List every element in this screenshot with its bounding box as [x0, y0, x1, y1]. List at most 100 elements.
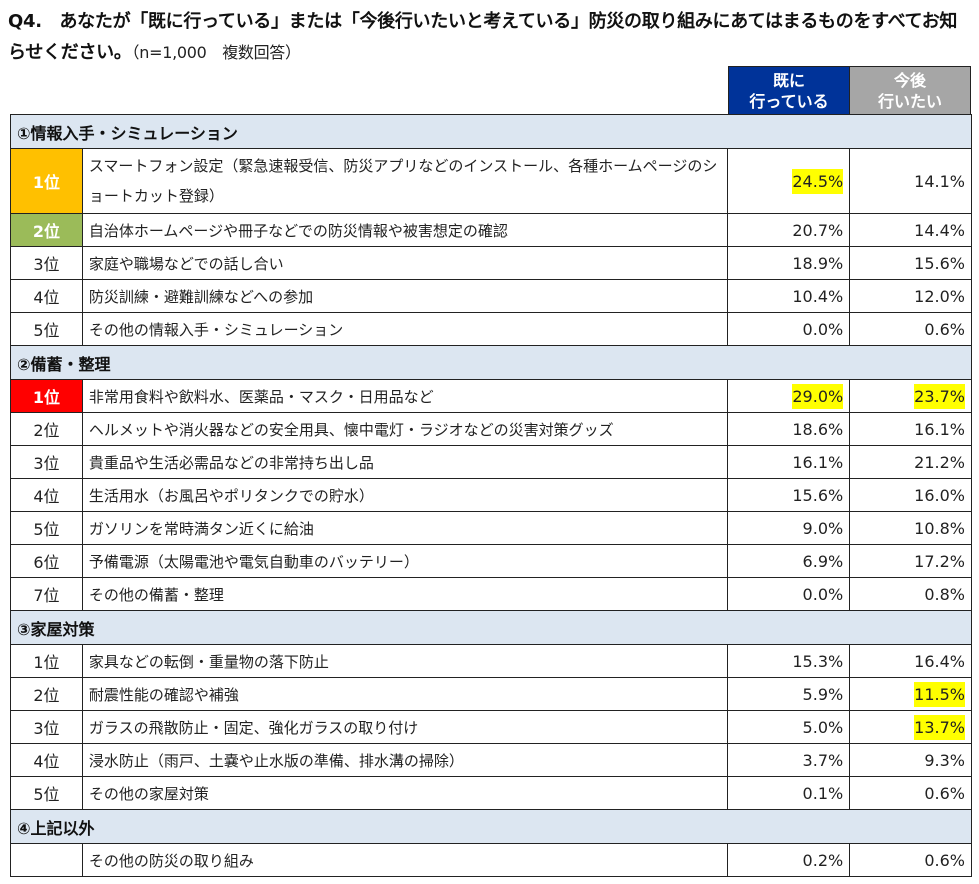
highlighted-value: 13.7% [914, 714, 965, 740]
already-doing-value: 0.0% [727, 577, 851, 611]
already-doing-value: 18.6% [727, 412, 851, 446]
table-row: 5位 ガソリンを常時満タン近くに給油 9.0% 10.8% [10, 511, 972, 545]
section-title: ①情報入手・シミュレーション [10, 114, 972, 149]
table-row: 4位 防災訓練・避難訓練などへの参加 10.4% 12.0% [10, 279, 972, 313]
already-doing-value: 24.5% [727, 148, 851, 214]
item-label: 耐震性能の確認や補強 [81, 677, 729, 711]
section-title: ③家屋対策 [10, 610, 972, 645]
rank-cell: 7位 [10, 577, 83, 611]
item-label: ガラスの飛散防止・固定、強化ガラスの取り付け [81, 710, 729, 744]
item-label: その他の情報入手・シミュレーション [81, 312, 729, 346]
table-row: 6位 予備電源（太陽電池や電気自動車のバッテリー） 6.9% 17.2% [10, 544, 972, 578]
want-to-do-value: 0.8% [849, 577, 972, 611]
rank-cell: 1位 [10, 644, 83, 678]
column-header-line: 行いたい [877, 92, 942, 111]
item-label: 自治体ホームページや冊子などでの防災情報や被害想定の確認 [81, 213, 729, 247]
rank-cell [10, 843, 83, 877]
rank-cell: 3位 [10, 445, 83, 479]
section-title: ④上記以外 [10, 809, 972, 844]
table-row: 3位 貴重品や生活必需品などの非常持ち出し品 16.1% 21.2% [10, 445, 972, 479]
already-doing-value: 10.4% [727, 279, 851, 313]
item-label: その他の家屋対策 [81, 776, 729, 810]
already-doing-value: 0.0% [727, 312, 851, 346]
rank-cell: 2位 [10, 677, 83, 711]
already-doing-value: 5.9% [727, 677, 851, 711]
item-label: ヘルメットや消火器などの安全用具、懐中電灯・ラジオなどの災害対策グッズ [81, 412, 729, 446]
survey-results-table: ①情報入手・シミュレーション 1位 スマートフォン設定（緊急速報受信、防災アプリ… [10, 114, 972, 877]
item-label: 家庭や職場などでの話し合い [81, 246, 729, 280]
want-to-do-value: 0.6% [849, 843, 972, 877]
want-to-do-value: 23.7% [849, 379, 972, 413]
item-label: 貴重品や生活必需品などの非常持ち出し品 [81, 445, 729, 479]
section-header-stockpile: ②備蓄・整理 [10, 345, 972, 380]
rank-cell: 3位 [10, 246, 83, 280]
rank-cell: 1位 [10, 148, 83, 214]
want-to-do-value: 14.1% [849, 148, 972, 214]
item-label: 家具などの転倒・重量物の落下防止 [81, 644, 729, 678]
table-row: 2位 ヘルメットや消火器などの安全用具、懐中電灯・ラジオなどの災害対策グッズ 1… [10, 412, 972, 446]
already-doing-value: 15.6% [727, 478, 851, 512]
rank-cell: 5位 [10, 312, 83, 346]
table-row: 5位 その他の家屋対策 0.1% 0.6% [10, 776, 972, 810]
section-title: ②備蓄・整理 [10, 345, 972, 380]
table-row: 4位 浸水防止（雨戸、土嚢や止水版の準備、排水溝の掃除） 3.7% 9.3% [10, 743, 972, 777]
want-to-do-value: 16.1% [849, 412, 972, 446]
question-text: Q4. あなたが「既に行っている」または「今後行いたいと考えている」防災の取り組… [8, 11, 958, 63]
item-label: その他の備蓄・整理 [81, 577, 729, 611]
item-label: ガソリンを常時満タン近くに給油 [81, 511, 729, 545]
highlighted-value: 23.7% [914, 383, 965, 409]
already-doing-value: 29.0% [727, 379, 851, 413]
already-doing-value: 15.3% [727, 644, 851, 678]
column-header-line: 既に [772, 71, 805, 90]
want-to-do-value: 15.6% [849, 246, 972, 280]
item-label: 予備電源（太陽電池や電気自動車のバッテリー） [81, 544, 729, 578]
highlighted-value: 29.0% [792, 383, 844, 409]
already-doing-value: 20.7% [727, 213, 851, 247]
item-label: 浸水防止（雨戸、土嚢や止水版の準備、排水溝の掃除） [81, 743, 729, 777]
want-to-do-value: 12.0% [849, 279, 972, 313]
sample-note: （n=1,000 複数回答） [131, 43, 301, 62]
highlighted-value: 24.5% [792, 168, 844, 194]
item-label: その他の防災の取り組み [81, 843, 729, 877]
question-title: Q4. あなたが「既に行っている」または「今後行いたいと考えている」防災の取り組… [8, 6, 973, 68]
already-doing-value: 9.0% [727, 511, 851, 545]
table-row: 1位 家具などの転倒・重量物の落下防止 15.3% 16.4% [10, 644, 972, 678]
already-doing-value: 0.1% [727, 776, 851, 810]
want-to-do-value: 10.8% [849, 511, 972, 545]
rank-cell: 4位 [10, 279, 83, 313]
want-to-do-value: 16.0% [849, 478, 972, 512]
highlighted-value: 11.5% [914, 681, 965, 707]
item-label: 生活用水（お風呂やポリタンクでの貯水） [81, 478, 729, 512]
want-to-do-value: 13.7% [849, 710, 972, 744]
column-header-already-doing: 既に 行っている [728, 66, 850, 115]
already-doing-value: 16.1% [727, 445, 851, 479]
table-row: 2位 自治体ホームページや冊子などでの防災情報や被害想定の確認 20.7% 14… [10, 213, 972, 247]
item-label: 防災訓練・避難訓練などへの参加 [81, 279, 729, 313]
already-doing-value: 0.2% [727, 843, 851, 877]
table-row: 1位 非常用食料や飲料水、医薬品・マスク・日用品など 29.0% 23.7% [10, 379, 972, 413]
column-header-want-to-do: 今後 行いたい [849, 66, 971, 115]
rank-cell: 3位 [10, 710, 83, 744]
already-doing-value: 18.9% [727, 246, 851, 280]
section-header-other: ④上記以外 [10, 809, 972, 844]
table-row: 2位 耐震性能の確認や補強 5.9% 11.5% [10, 677, 972, 711]
section-header-house: ③家屋対策 [10, 610, 972, 645]
table-row: 5位 その他の情報入手・シミュレーション 0.0% 0.6% [10, 312, 972, 346]
rank-cell: 5位 [10, 776, 83, 810]
item-label: 非常用食料や飲料水、医薬品・マスク・日用品など [81, 379, 729, 413]
want-to-do-value: 21.2% [849, 445, 972, 479]
column-header-line: 今後 [893, 71, 926, 90]
want-to-do-value: 0.6% [849, 776, 972, 810]
column-header-line: 行っている [749, 92, 829, 111]
table-row: 7位 その他の備蓄・整理 0.0% 0.8% [10, 577, 972, 611]
rank-cell: 6位 [10, 544, 83, 578]
want-to-do-value: 9.3% [849, 743, 972, 777]
want-to-do-value: 17.2% [849, 544, 972, 578]
rank-cell: 2位 [10, 213, 83, 247]
item-label: スマートフォン設定（緊急速報受信、防災アプリなどのインストール、各種ホームページ… [81, 148, 729, 214]
table-row: 1位 スマートフォン設定（緊急速報受信、防災アプリなどのインストール、各種ホーム… [10, 148, 972, 214]
table-row: 3位 ガラスの飛散防止・固定、強化ガラスの取り付け 5.0% 13.7% [10, 710, 972, 744]
rank-cell: 5位 [10, 511, 83, 545]
rank-cell: 1位 [10, 379, 83, 413]
already-doing-value: 6.9% [727, 544, 851, 578]
